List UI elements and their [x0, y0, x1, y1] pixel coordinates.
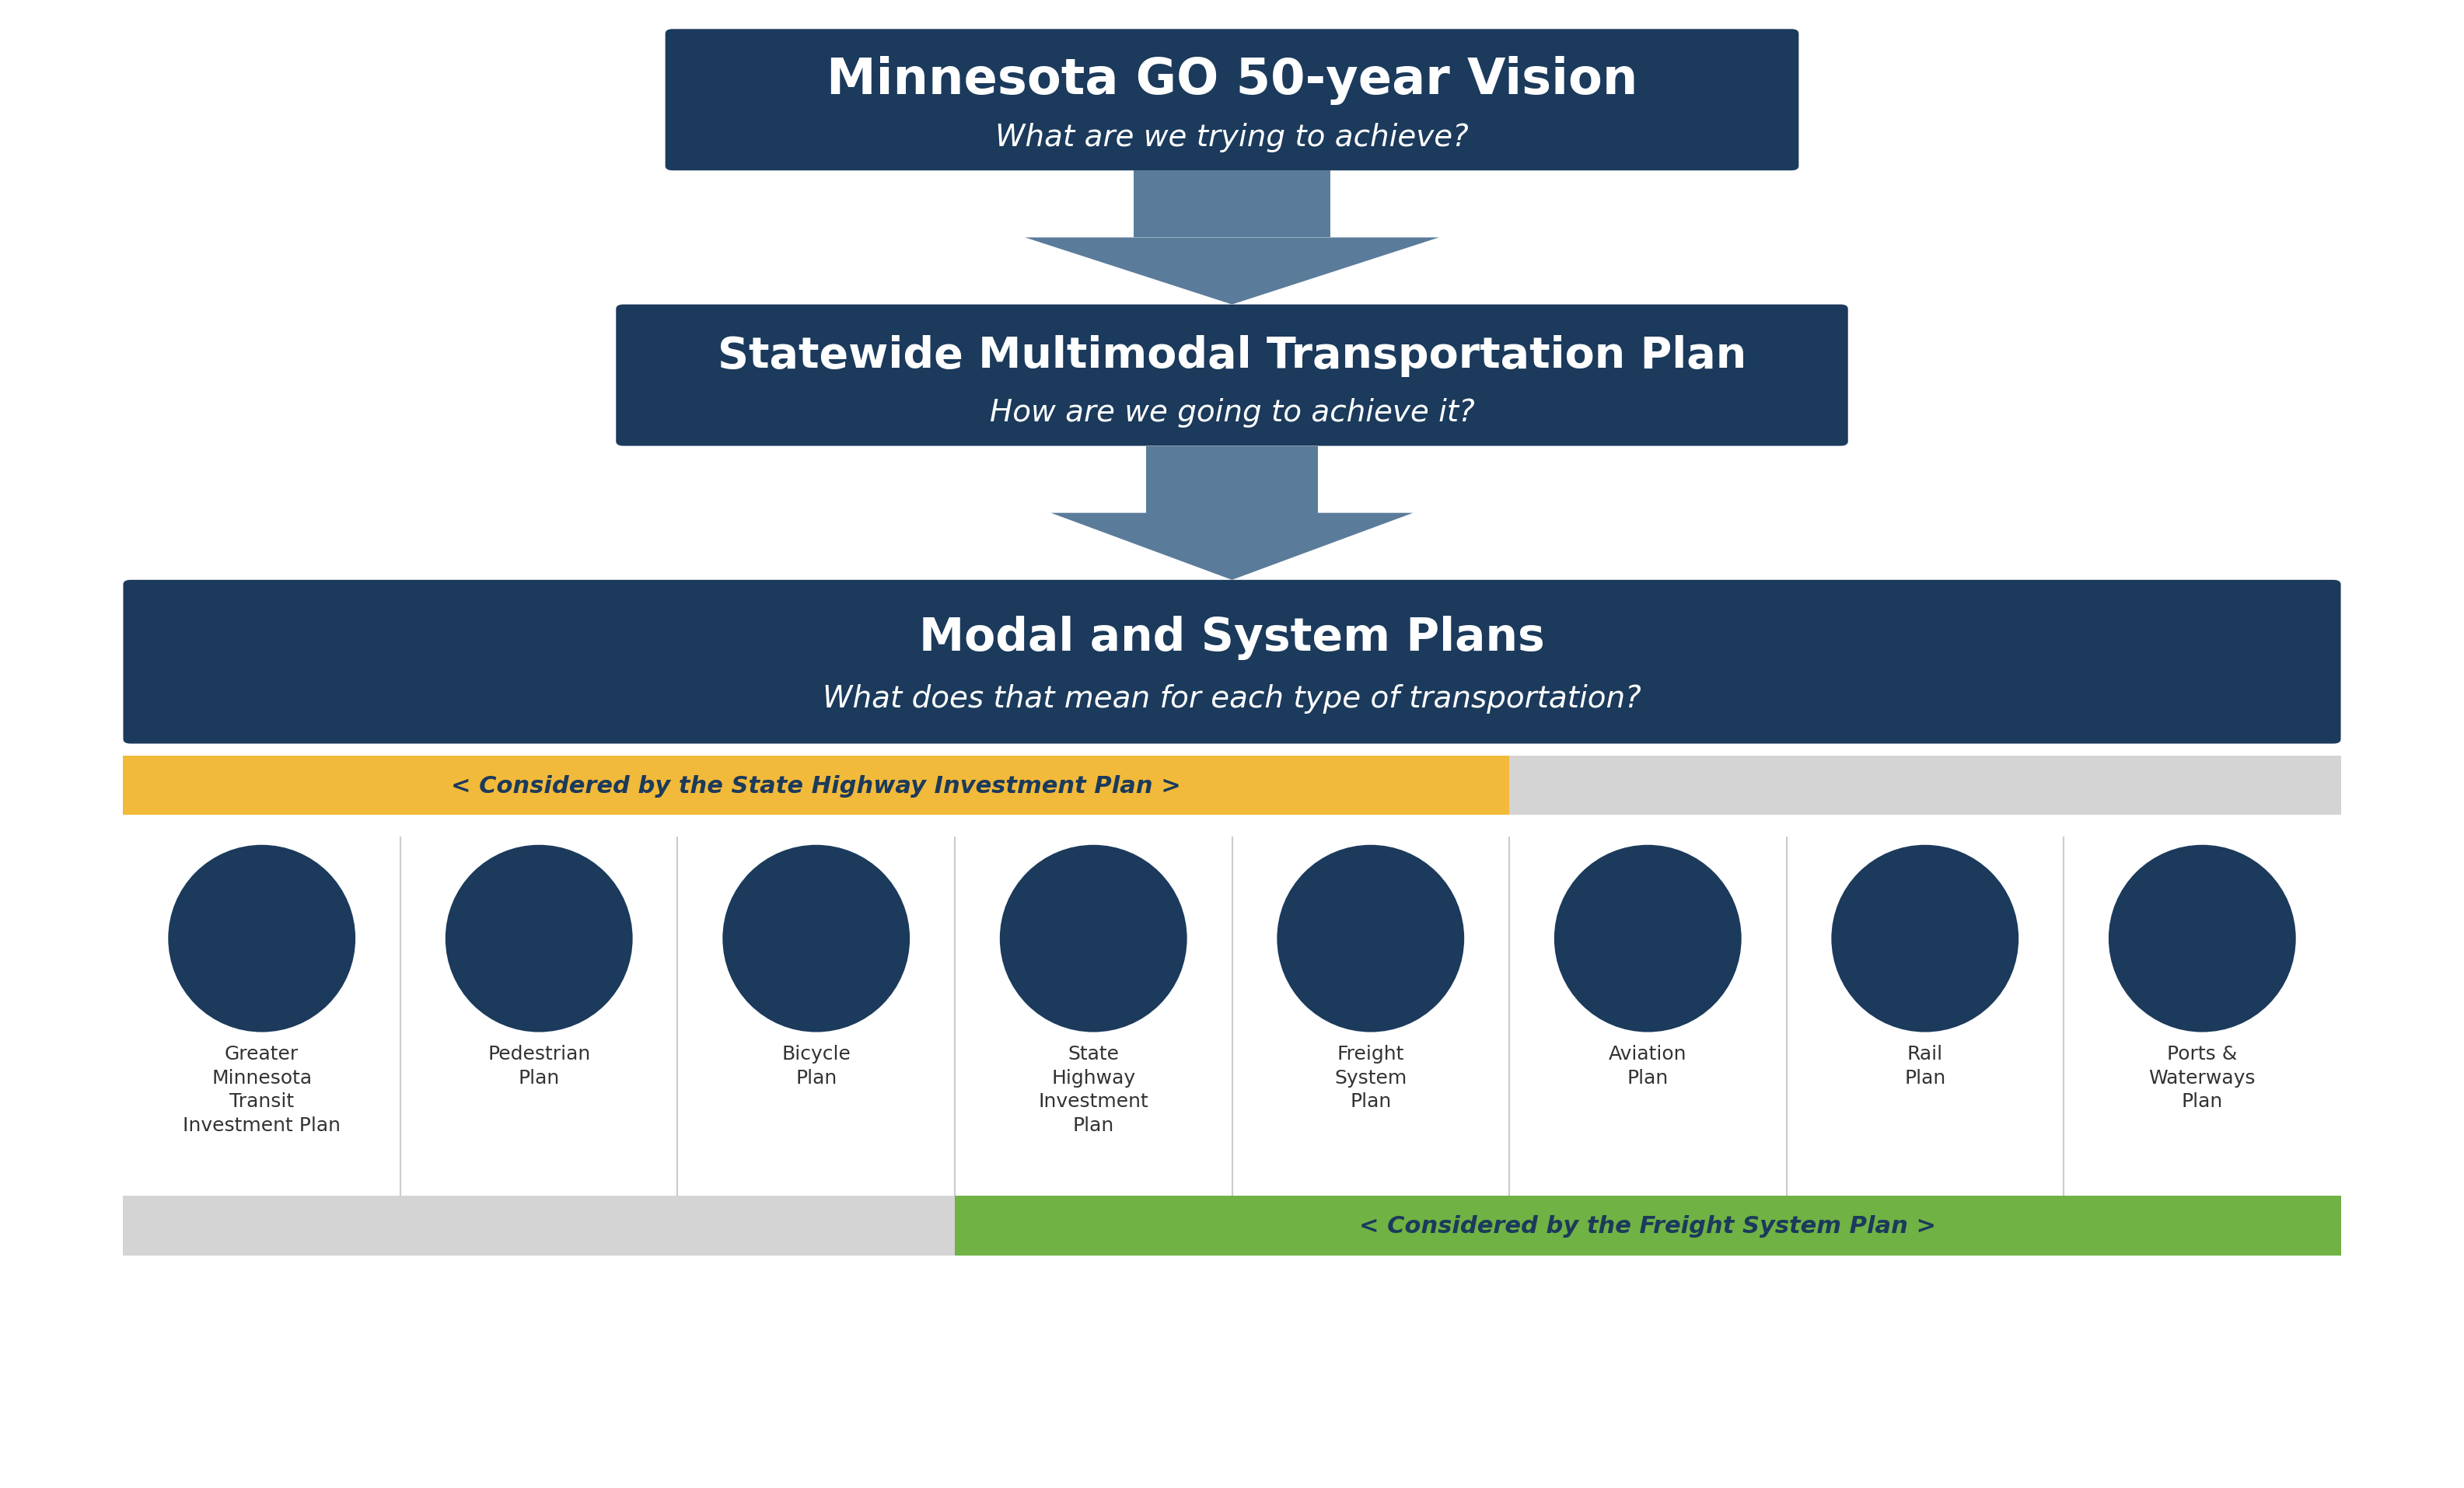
Ellipse shape: [1555, 845, 1742, 1033]
Bar: [1508, 756, 2341, 815]
Text: Freight
System
Plan: Freight System Plan: [1335, 1045, 1407, 1110]
Ellipse shape: [1831, 845, 2018, 1033]
FancyBboxPatch shape: [665, 30, 1799, 171]
Text: What are we trying to achieve?: What are we trying to achieve?: [995, 122, 1469, 152]
Text: Bicycle
Plan: Bicycle Plan: [781, 1045, 850, 1086]
Ellipse shape: [446, 845, 633, 1033]
Text: What does that mean for each type of transportation?: What does that mean for each type of tra…: [823, 683, 1641, 713]
Ellipse shape: [1000, 845, 1188, 1033]
Text: How are we going to achieve it?: How are we going to achieve it?: [991, 397, 1473, 427]
Bar: [1146, 446, 1318, 513]
Bar: [123, 1196, 956, 1256]
Ellipse shape: [1276, 845, 1464, 1033]
Text: < Considered by the State Highway Investment Plan >: < Considered by the State Highway Invest…: [451, 774, 1180, 798]
Bar: [123, 756, 1508, 815]
Polygon shape: [1052, 513, 1414, 580]
Text: < Considered by the Freight System Plan >: < Considered by the Freight System Plan …: [1360, 1214, 1937, 1237]
Polygon shape: [1025, 238, 1439, 305]
Ellipse shape: [722, 845, 909, 1033]
Text: Modal and System Plans: Modal and System Plans: [919, 616, 1545, 659]
Text: State
Highway
Investment
Plan: State Highway Investment Plan: [1037, 1045, 1148, 1134]
FancyBboxPatch shape: [123, 580, 2341, 744]
Bar: [956, 1196, 2341, 1256]
FancyBboxPatch shape: [616, 305, 1848, 446]
Text: Aviation
Plan: Aviation Plan: [1609, 1045, 1688, 1086]
Ellipse shape: [168, 845, 355, 1033]
Text: Minnesota GO 50-year Vision: Minnesota GO 50-year Vision: [825, 57, 1639, 106]
Text: Rail
Plan: Rail Plan: [1905, 1045, 1947, 1086]
Text: Pedestrian
Plan: Pedestrian Plan: [488, 1045, 591, 1086]
Ellipse shape: [2109, 845, 2296, 1033]
Text: Ports &
Waterways
Plan: Ports & Waterways Plan: [2149, 1045, 2255, 1110]
Bar: [1133, 171, 1331, 238]
Text: Statewide Multimodal Transportation Plan: Statewide Multimodal Transportation Plan: [717, 335, 1747, 376]
Text: Greater
Minnesota
Transit
Investment Plan: Greater Minnesota Transit Investment Pla…: [182, 1045, 340, 1134]
